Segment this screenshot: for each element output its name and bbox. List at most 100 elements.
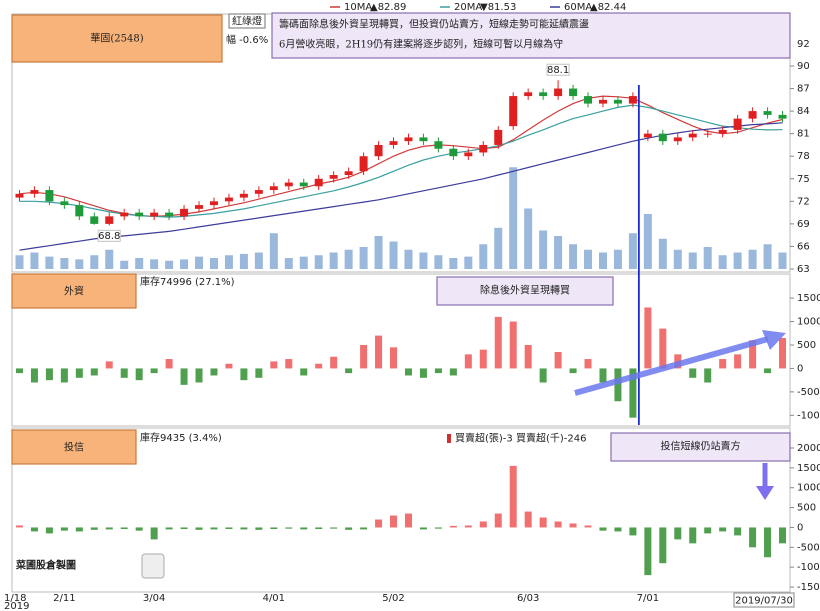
y-tick-label: 500 <box>797 503 816 514</box>
volume-bar <box>90 255 99 269</box>
bar <box>449 525 457 528</box>
bar <box>494 513 502 528</box>
bar <box>584 525 592 528</box>
candle-body <box>195 205 204 209</box>
arrow-head <box>756 486 774 500</box>
bar <box>150 527 158 540</box>
candle-body <box>613 99 622 104</box>
bar <box>419 527 427 530</box>
bar <box>195 527 203 530</box>
y-tick-label: 66 <box>797 241 810 252</box>
candle-body <box>45 190 54 202</box>
volume-bar <box>284 258 293 269</box>
bar <box>629 527 637 536</box>
bar <box>629 368 637 418</box>
candle-body <box>628 96 637 104</box>
bar <box>674 527 682 540</box>
annotation-box <box>436 276 614 306</box>
trend-arrow <box>574 336 769 396</box>
legend-value: ▲82.89 <box>370 2 406 13</box>
volume-bar <box>105 249 114 269</box>
y-tick-label: 78 <box>797 151 810 162</box>
legend-value: ▼81.53 <box>480 2 516 13</box>
bar <box>779 337 787 369</box>
volume-bar <box>718 255 727 269</box>
bar <box>255 368 263 378</box>
bar <box>210 368 218 376</box>
arrow-head <box>762 330 786 350</box>
bar <box>614 368 622 402</box>
bar <box>689 527 697 544</box>
y-tick-label: 87 <box>797 84 810 95</box>
bar <box>554 521 562 528</box>
candle-body <box>703 133 712 135</box>
price-label-box <box>97 229 121 242</box>
watermark: 菜圃股倉製圖 <box>15 559 76 572</box>
bar <box>360 344 368 369</box>
low-label: 68.8 <box>98 231 120 242</box>
legend-swatch <box>447 434 451 443</box>
bar <box>479 349 487 369</box>
volume-bar <box>628 233 637 269</box>
bar <box>300 527 308 530</box>
bar <box>75 527 83 532</box>
y-tick-label: 90 <box>797 61 810 72</box>
volume-bar <box>389 241 398 269</box>
header-text: 幅 -0.6% <box>226 33 268 46</box>
candle-body <box>224 197 233 202</box>
ma-line <box>19 104 783 218</box>
candle-body <box>120 212 129 217</box>
bar <box>210 527 218 530</box>
volume-bar <box>344 249 353 269</box>
bar <box>15 525 23 528</box>
bar <box>479 521 487 528</box>
bar <box>30 368 38 383</box>
bar <box>90 368 98 376</box>
ma-line <box>19 122 783 251</box>
y-tick-label: -1500 <box>797 582 820 593</box>
bar <box>180 368 188 385</box>
volume-bar <box>254 252 263 269</box>
volume-bar <box>434 255 443 269</box>
bar <box>45 368 53 381</box>
year-label: 2019 <box>4 601 29 611</box>
candle-body <box>718 129 727 134</box>
bar <box>345 527 353 530</box>
y-tick-label: 81 <box>797 129 810 140</box>
title-box <box>11 14 223 63</box>
bar <box>315 363 323 369</box>
bar <box>390 347 398 369</box>
bar <box>120 368 128 378</box>
bar <box>689 368 697 378</box>
bar <box>749 340 757 369</box>
x-tick-label: 7/01 <box>637 593 659 604</box>
legend-name: 20MA <box>454 2 482 13</box>
bar <box>225 527 233 530</box>
bar <box>240 368 248 381</box>
volume-bar <box>60 258 69 269</box>
candle-body <box>748 111 757 119</box>
y-tick-label: 69 <box>797 219 810 230</box>
y-tick-label: 1000 <box>797 483 820 494</box>
candle-body <box>539 92 548 97</box>
bar <box>464 354 472 369</box>
volume-bar <box>15 255 24 269</box>
panel-note: 庫存74996 (27.1%) <box>140 275 235 288</box>
candle-body <box>673 137 682 142</box>
volume-bar <box>224 255 233 269</box>
bar <box>165 359 173 369</box>
candle-body <box>30 190 39 194</box>
legend-name: 60MA <box>564 2 592 13</box>
bar <box>285 359 293 369</box>
bar <box>255 527 263 530</box>
candle-body <box>15 193 24 198</box>
y-tick-label: 2000 <box>797 443 820 454</box>
y-tick-label: -1000 <box>797 562 820 573</box>
volume-bar <box>464 256 473 269</box>
bar <box>105 361 113 369</box>
candle-body <box>329 175 338 179</box>
candle-body <box>449 148 458 157</box>
y-tick-label: 0 <box>797 363 803 374</box>
bar <box>719 527 727 532</box>
